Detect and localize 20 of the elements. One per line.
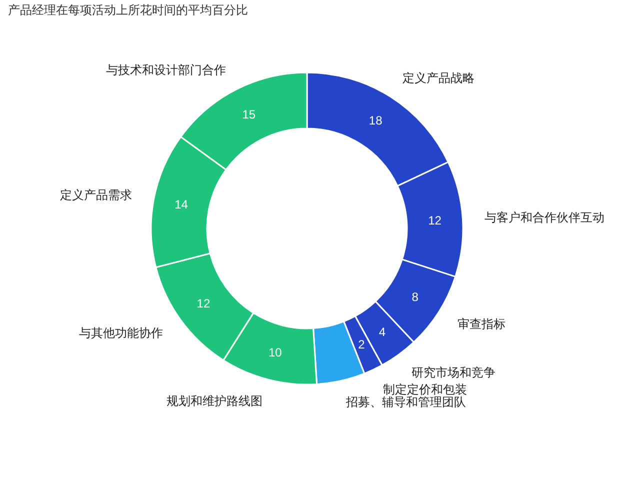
- data-label: 12: [196, 296, 210, 311]
- data-label: 14: [174, 198, 188, 212]
- slice-label: 与其他功能协作: [78, 326, 163, 340]
- data-label: 12: [428, 213, 442, 228]
- slice-label: 与技术和设计部门合作: [106, 62, 226, 77]
- data-label: 4: [378, 325, 386, 340]
- slice-label: 制定定价和包装: [382, 382, 467, 397]
- slice-label: 研究市场和竞争: [412, 366, 496, 380]
- slice-label: 规划和维护路线图: [166, 394, 263, 408]
- data-label: 10: [268, 345, 282, 360]
- data-label: 18: [368, 113, 383, 128]
- data-label: 15: [242, 107, 256, 122]
- data-label: 8: [412, 290, 419, 304]
- slice-label: 与客户和合作伙伴互动: [484, 210, 605, 224]
- chart-title: 产品经理在每项活动上所花时间的平均百分比: [8, 3, 248, 17]
- slice-label: 招募、辅导和管理团队: [344, 395, 466, 410]
- data-label: 2: [358, 337, 366, 352]
- slice-label: 定义产品需求: [60, 188, 132, 202]
- slice-label: 审查指标: [457, 316, 506, 331]
- slice-label: 定义产品战略: [402, 71, 474, 86]
